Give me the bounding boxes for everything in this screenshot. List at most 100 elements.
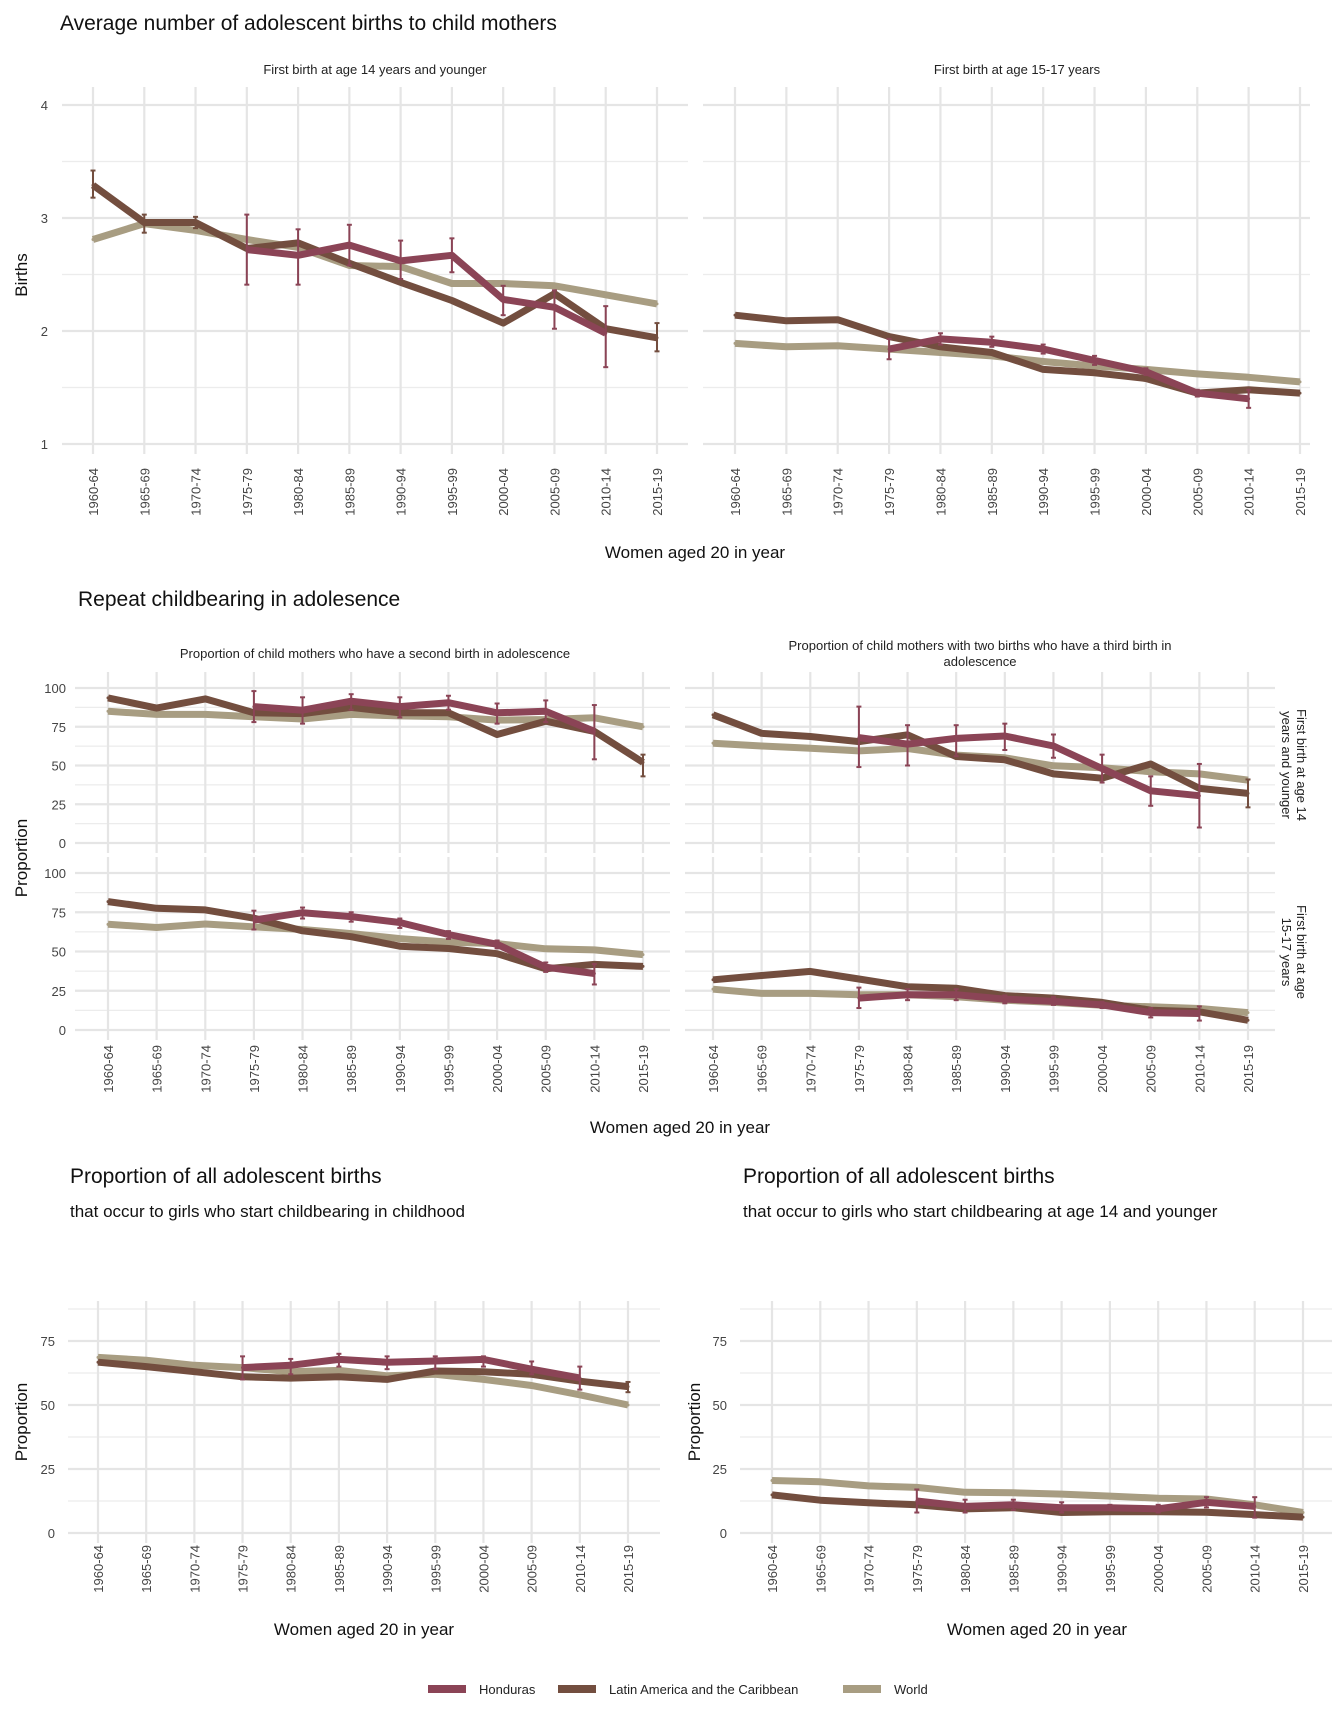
data-point <box>733 313 737 317</box>
row-label-15-17-line2: 15-17 years <box>1279 918 1294 987</box>
data-point <box>241 1366 245 1370</box>
x-tick-label: 1990-94 <box>1055 1545 1070 1593</box>
y-tick-label: 25 <box>52 984 66 999</box>
data-point <box>760 991 764 995</box>
data-point <box>1149 762 1153 766</box>
data-point <box>592 971 596 975</box>
data-point <box>938 350 942 354</box>
panel-births_15_17: 1960-64 1965-69 1970-74 1975-79 1980-84 1985-… <box>703 87 1310 516</box>
panel-third-birth-title-line1: Proportion of child mothers with two bir… <box>789 638 1172 653</box>
section3-left-ylabel: Proportion <box>12 1383 31 1461</box>
y-tick-label: 50 <box>41 1398 55 1413</box>
section1-xlabel: Women aged 20 in year <box>605 543 786 562</box>
data-point <box>530 1384 534 1388</box>
data-point <box>347 243 351 247</box>
data-point <box>1246 791 1250 795</box>
data-point <box>641 725 645 729</box>
data-point <box>349 935 353 939</box>
data-point <box>301 911 305 915</box>
data-point <box>808 746 812 750</box>
x-tick-label: 1960-64 <box>765 1545 780 1593</box>
data-point <box>1197 1012 1201 1016</box>
data-point <box>1051 999 1055 1003</box>
data-point <box>245 248 249 252</box>
data-point <box>938 345 942 349</box>
section1-ylabel: Births <box>12 253 31 296</box>
panel-third_birth_15_17: 1960-64 1965-69 1970-74 1975-79 1980-84 1985-… <box>685 857 1275 1093</box>
data-point <box>1298 380 1302 384</box>
x-tick-label: 2005-09 <box>539 1045 554 1093</box>
data-point <box>155 706 159 710</box>
x-tick-label: 1970-74 <box>831 468 846 516</box>
section2-ylabel: Proportion <box>12 819 31 897</box>
x-tick-label: 1995-99 <box>428 1545 443 1593</box>
data-point <box>194 221 198 225</box>
data-point <box>954 993 958 997</box>
data-point <box>155 906 159 910</box>
data-point <box>808 991 812 995</box>
panel-births_14: 1 2 3 4 1960-64 1965-69 1970-74 1975-79 1980-84 1… <box>41 87 688 516</box>
series-line-honduras <box>242 1355 581 1382</box>
data-point <box>1093 358 1097 362</box>
series-honduras <box>244 213 609 369</box>
data-point <box>1051 744 1055 748</box>
data-point <box>711 978 715 982</box>
x-tick-label: 1965-69 <box>139 1545 154 1593</box>
x-tick-label: 1980-84 <box>296 1045 311 1093</box>
data-point <box>385 1360 389 1364</box>
series-latin-america-and-the-caribbean <box>96 1358 631 1394</box>
data-point <box>1156 1496 1160 1500</box>
data-point <box>495 733 499 736</box>
y-tick-label: 50 <box>713 1398 727 1413</box>
x-tick-label: 2000-04 <box>1095 1045 1110 1093</box>
x-tick-label: 1970-74 <box>198 1045 213 1093</box>
data-point <box>337 1368 341 1372</box>
data-point <box>1144 370 1148 374</box>
section3-right-title: Proportion of all adolescent births <box>743 1165 1055 1188</box>
data-point <box>963 1490 967 1494</box>
x-tick-label: 1975-79 <box>247 1045 262 1093</box>
x-tick-label: 2000-04 <box>1139 468 1154 516</box>
y-tick-label: 25 <box>52 797 66 812</box>
data-point <box>203 908 207 912</box>
data-point <box>711 713 715 717</box>
data-point <box>544 709 548 713</box>
data-point <box>887 347 891 351</box>
data-point <box>495 711 499 715</box>
series-honduras <box>886 332 1252 409</box>
section3-right-xlabel: Women aged 20 in year <box>947 1620 1128 1639</box>
data-point <box>1247 375 1251 379</box>
data-point <box>711 987 715 991</box>
legend: Honduras Latin America and the Caribbean… <box>428 1682 928 1697</box>
data-point <box>289 1363 293 1367</box>
data-point <box>301 929 305 933</box>
data-point <box>399 259 403 263</box>
data-point <box>1149 770 1153 774</box>
legend-label-lac: Latin America and the Caribbean <box>609 1682 798 1697</box>
data-point <box>1246 1018 1250 1022</box>
data-point <box>144 1365 148 1369</box>
data-point <box>203 712 207 716</box>
data-point <box>433 1369 437 1373</box>
data-point <box>501 282 505 286</box>
data-point <box>1144 376 1148 380</box>
data-point <box>349 699 353 703</box>
data-point <box>592 948 596 952</box>
x-tick-label: 1990-94 <box>393 1045 408 1093</box>
data-point <box>481 1357 485 1361</box>
legend-label-world: World <box>894 1682 928 1697</box>
series-honduras <box>251 906 597 986</box>
x-tick-label: 2015-19 <box>1293 468 1308 516</box>
data-point <box>1301 1511 1305 1515</box>
data-point <box>398 937 402 941</box>
data-point <box>818 1498 822 1502</box>
x-tick-label: 1985-89 <box>342 468 357 516</box>
y-tick-label: 75 <box>52 720 66 735</box>
x-tick-label: 1995-99 <box>1046 1045 1061 1093</box>
x-tick-label: 2005-09 <box>525 1545 540 1593</box>
data-point <box>192 1370 196 1374</box>
series-line-latin-america-and-the-caribbean <box>107 694 645 766</box>
data-point <box>349 712 353 716</box>
section2-xlabel: Women aged 20 in year <box>590 1118 771 1137</box>
